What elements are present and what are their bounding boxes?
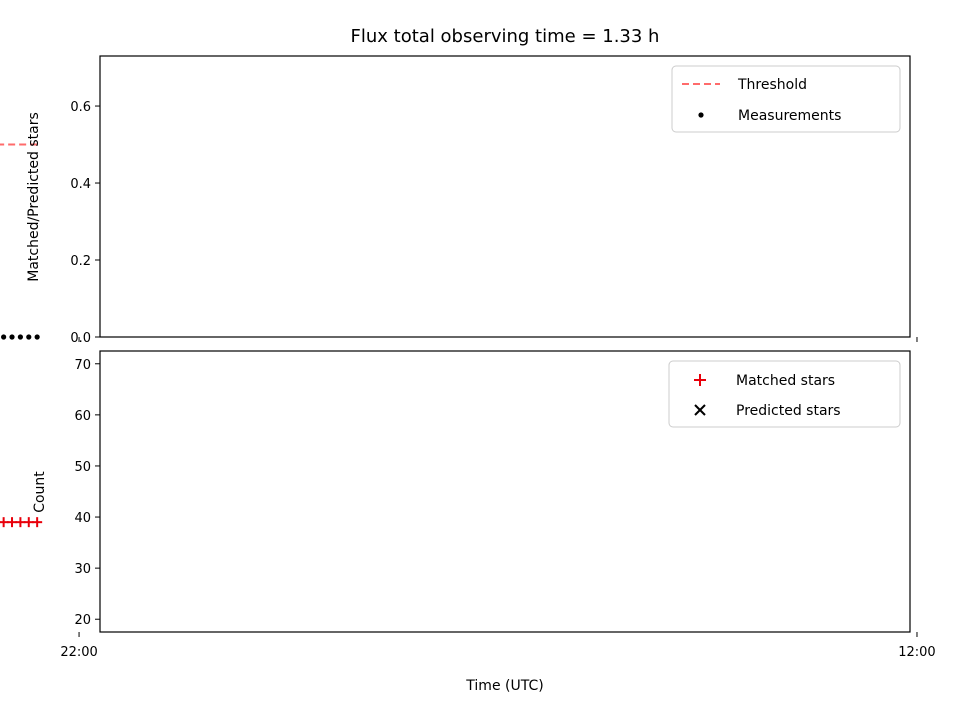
x-axis-label: Time (UTC) (465, 678, 543, 694)
legend-measurements-label: Measurements (738, 108, 841, 124)
matched-star-point (7, 517, 18, 528)
legend-predicted-swatch (694, 404, 706, 416)
y-tick-label: 0.4 (70, 177, 91, 192)
measurement-point (34, 334, 40, 340)
ratio-x-ticks (78, 337, 918, 342)
legend-predicted-label: Predicted stars (736, 403, 841, 419)
measurement-point (26, 334, 32, 340)
legend-measurements-swatch (698, 112, 704, 118)
ratio-legend-box (671, 65, 901, 133)
legend-matched-label: Matched stars (736, 373, 835, 389)
count-y-ticks: 20 30 40 50 60 70 (74, 358, 100, 628)
count-plot-frame (99, 350, 911, 633)
count-panel: 20 30 40 50 60 70 22:0000:0002:0004:0006:0008… (0, 350, 936, 694)
y-tick-label: 40 (74, 511, 91, 526)
matched-star-point (0, 517, 9, 528)
measurement-points (1, 334, 40, 340)
legend-matched-swatch (694, 374, 706, 386)
y-tick-label: 50 (74, 460, 91, 475)
measurement-point (17, 334, 23, 340)
y-tick-label: 20 (74, 613, 91, 628)
x-tick-label: 22:00 (60, 645, 97, 660)
count-legend: Matched stars Predicted stars (668, 360, 901, 428)
y-tick-label: 70 (74, 358, 91, 373)
x-tick-label: 12:00 (898, 645, 935, 660)
y-tick-label: 0.2 (70, 254, 91, 269)
y-tick-label: 60 (74, 409, 91, 424)
ratio-legend: Threshold Measurements (671, 65, 901, 133)
matched-star-point (32, 517, 43, 528)
matched-star-point (15, 517, 26, 528)
legend-threshold-label: Threshold (737, 77, 807, 93)
matched-star-point (23, 517, 34, 528)
measurement-point (9, 334, 15, 340)
y-tick-label: 30 (74, 562, 91, 577)
matched-stars-points (0, 517, 43, 528)
count-y-axis-label: Count (32, 471, 48, 513)
ratio-y-axis-label: Matched/Predicted stars (26, 112, 42, 282)
count-legend-box (668, 360, 901, 428)
ratio-chart-title: Flux total observing time = 1.33 h (351, 26, 660, 47)
ratio-y-ticks: 0.0 0.2 0.4 0.6 (70, 100, 100, 346)
ratio-panel: Flux total observing time = 1.33 h 0.00.… (0, 26, 918, 346)
measurement-point (1, 334, 7, 340)
y-tick-label: 0.6 (70, 100, 91, 115)
ratio-plot-frame (99, 55, 911, 338)
y-tick-label: 0.0 (70, 331, 91, 346)
